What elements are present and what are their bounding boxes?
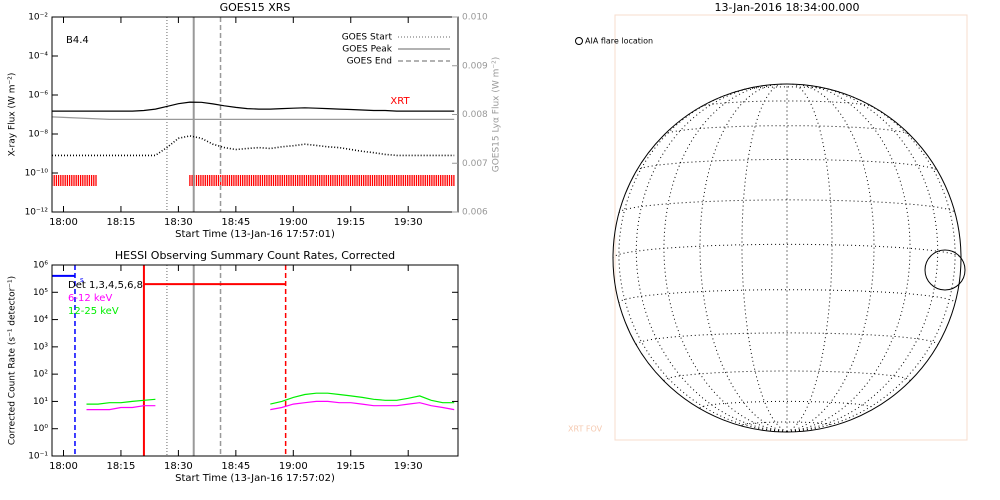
y-tick-label: 10⁻²: [28, 13, 48, 23]
x-axis-label: Start Time (13-Jan-16 17:57:01): [175, 229, 335, 240]
y-tick-label: 10⁻⁸: [28, 130, 48, 140]
x-tick-label: 18:00: [49, 461, 78, 472]
y2-tick-label: 0.009: [462, 61, 488, 71]
legend-label: 12-25 keV: [68, 306, 119, 317]
chart-title: HESSI Observing Summary Count Rates, Cor…: [115, 249, 395, 262]
grid-line: [618, 289, 956, 304]
x-tick-label: 18:00: [49, 217, 78, 228]
plot-area: [52, 17, 455, 212]
grid-line: [786, 85, 939, 432]
x-tick-label: 19:15: [336, 217, 365, 228]
y-tick-label: 10⁵: [33, 288, 48, 298]
legend-label: GOES Peak: [342, 45, 392, 55]
xrt-label: XRT: [390, 96, 410, 107]
y-tick-label: 10⁻¹²: [25, 208, 49, 218]
y-axis-label: Corrected Count Rate (s⁻¹ detector⁻¹): [8, 276, 18, 445]
annotation: B4.4: [66, 35, 89, 46]
flare-location: [924, 249, 966, 291]
grid-line: [741, 421, 833, 426]
series-line: [52, 135, 455, 157]
x-tick-label: 18:45: [221, 217, 250, 228]
legend-label: GOES End: [347, 57, 392, 67]
xrt-fov: [614, 14, 968, 441]
x-tick-label: 18:15: [107, 217, 136, 228]
frame: [51, 264, 459, 457]
grid-line: [741, 83, 788, 432]
y-tick-label: 10⁰: [33, 424, 48, 434]
grid-line: [612, 243, 962, 258]
x-tick-label: 18:30: [164, 461, 193, 472]
y2-axis-label: GOES15 Lyα Flux (W m⁻²): [492, 57, 502, 173]
x-tick-label: 19:00: [279, 461, 308, 472]
y-tick-label: 10⁻¹⁰: [25, 169, 49, 179]
annotation: XRT FOV: [568, 425, 603, 434]
xrt-interval: [189, 175, 455, 186]
legend-label: GOES Start: [342, 33, 393, 43]
y-tick-label: 10⁻⁶: [28, 91, 48, 101]
legend-header: Det 1,3,4,5,6,8: [68, 280, 143, 291]
series-line: [86, 400, 455, 411]
grid-line: [664, 125, 910, 135]
y-tick-label: 10³: [33, 342, 48, 352]
y2-tick-label: 0.010: [462, 13, 488, 23]
grid-line: [663, 84, 788, 432]
grid-line: [786, 83, 833, 432]
legend-marker: [575, 37, 583, 45]
x-axis-label: Start Time (13-Jan-16 17:57:02): [175, 473, 335, 484]
y2-tick-label: 0.006: [462, 208, 488, 218]
grid-line: [635, 332, 939, 345]
x-tick-label: 19:30: [394, 217, 423, 228]
grid-line: [786, 90, 956, 432]
grid-line: [786, 83, 875, 432]
y-tick-label: 10⁶: [33, 261, 48, 271]
y-tick-label: 10²: [33, 370, 48, 380]
legend-label: AIA flare location: [585, 37, 653, 46]
series-line: [52, 101, 455, 112]
x-tick-label: 19:30: [394, 461, 423, 472]
x-tick-label: 19:00: [279, 217, 308, 228]
y2-tick-label: 0.008: [462, 110, 488, 120]
x-tick-label: 18:45: [221, 461, 250, 472]
chart-title: 13-Jan-2016 18:34:00.000: [715, 1, 860, 14]
x-tick-label: 18:15: [107, 461, 136, 472]
y-tick-label: 10⁴: [33, 315, 48, 325]
plot-area: [52, 265, 455, 456]
grid-line: [636, 158, 938, 171]
x-tick-label: 19:15: [336, 461, 365, 472]
grid-line: [743, 86, 831, 90]
grid-line: [635, 85, 788, 432]
series-line: [86, 392, 455, 405]
grid-line: [700, 100, 874, 108]
y2-tick-label: 0.007: [462, 159, 488, 169]
annotation: s: [80, 276, 84, 284]
grid-line: [699, 400, 875, 409]
grid-line: [699, 83, 788, 432]
y-tick-label: 10⁻¹: [28, 452, 48, 462]
legend-label: 6-12 keV: [68, 293, 112, 304]
series-line: [52, 116, 455, 120]
grid-line: [618, 90, 788, 432]
grid-line: [786, 84, 911, 432]
xrt-interval: [52, 175, 97, 186]
y-axis-label: X-ray Flux (W m⁻²): [8, 73, 18, 157]
x-tick-label: 18:30: [164, 217, 193, 228]
y-tick-label: 10⁻⁴: [28, 52, 48, 62]
chart-title: GOES15 XRS: [220, 1, 291, 14]
y-tick-label: 10¹: [33, 397, 48, 407]
grid-line: [663, 370, 911, 381]
